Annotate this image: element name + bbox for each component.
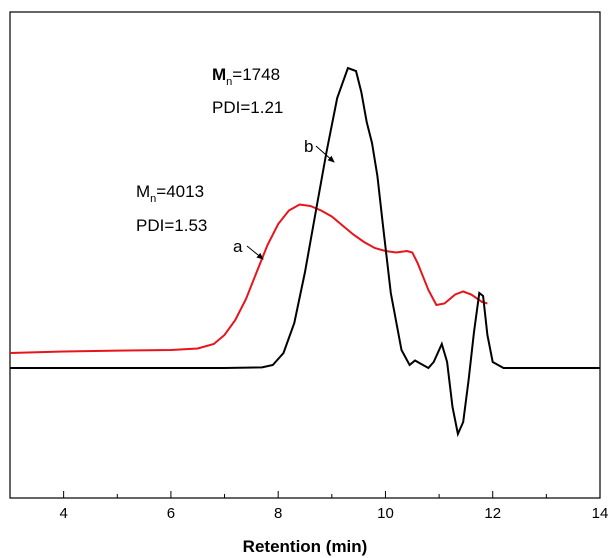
x-axis-tick-labels: 4 6 8 10 12 14 <box>59 505 608 522</box>
x-tick-label: 4 <box>59 505 67 522</box>
arrow-a <box>246 245 264 260</box>
curve-label-b: b <box>304 137 313 156</box>
x-tick-label: 14 <box>592 505 609 522</box>
annotation-a-mn: Mn=4013 <box>136 182 204 205</box>
arrow-b <box>315 145 335 163</box>
annotation-b-pdi: PDI=1.21 <box>212 98 283 117</box>
x-axis-title: Retention (min) <box>243 537 368 556</box>
x-axis-ticks <box>9 491 601 498</box>
x-tick-label: 10 <box>377 505 394 522</box>
x-tick-label: 6 <box>167 505 175 522</box>
curve-label-a: a <box>233 237 243 256</box>
annotation-b-mn: Mn=1748 <box>212 65 280 88</box>
x-tick-label: 8 <box>274 505 282 522</box>
plot-frame <box>9 11 601 499</box>
annotation-a-pdi: PDI=1.53 <box>136 216 207 235</box>
series-a-line <box>9 203 488 354</box>
x-tick-label: 12 <box>484 505 501 522</box>
series-b-line <box>10 66 600 438</box>
